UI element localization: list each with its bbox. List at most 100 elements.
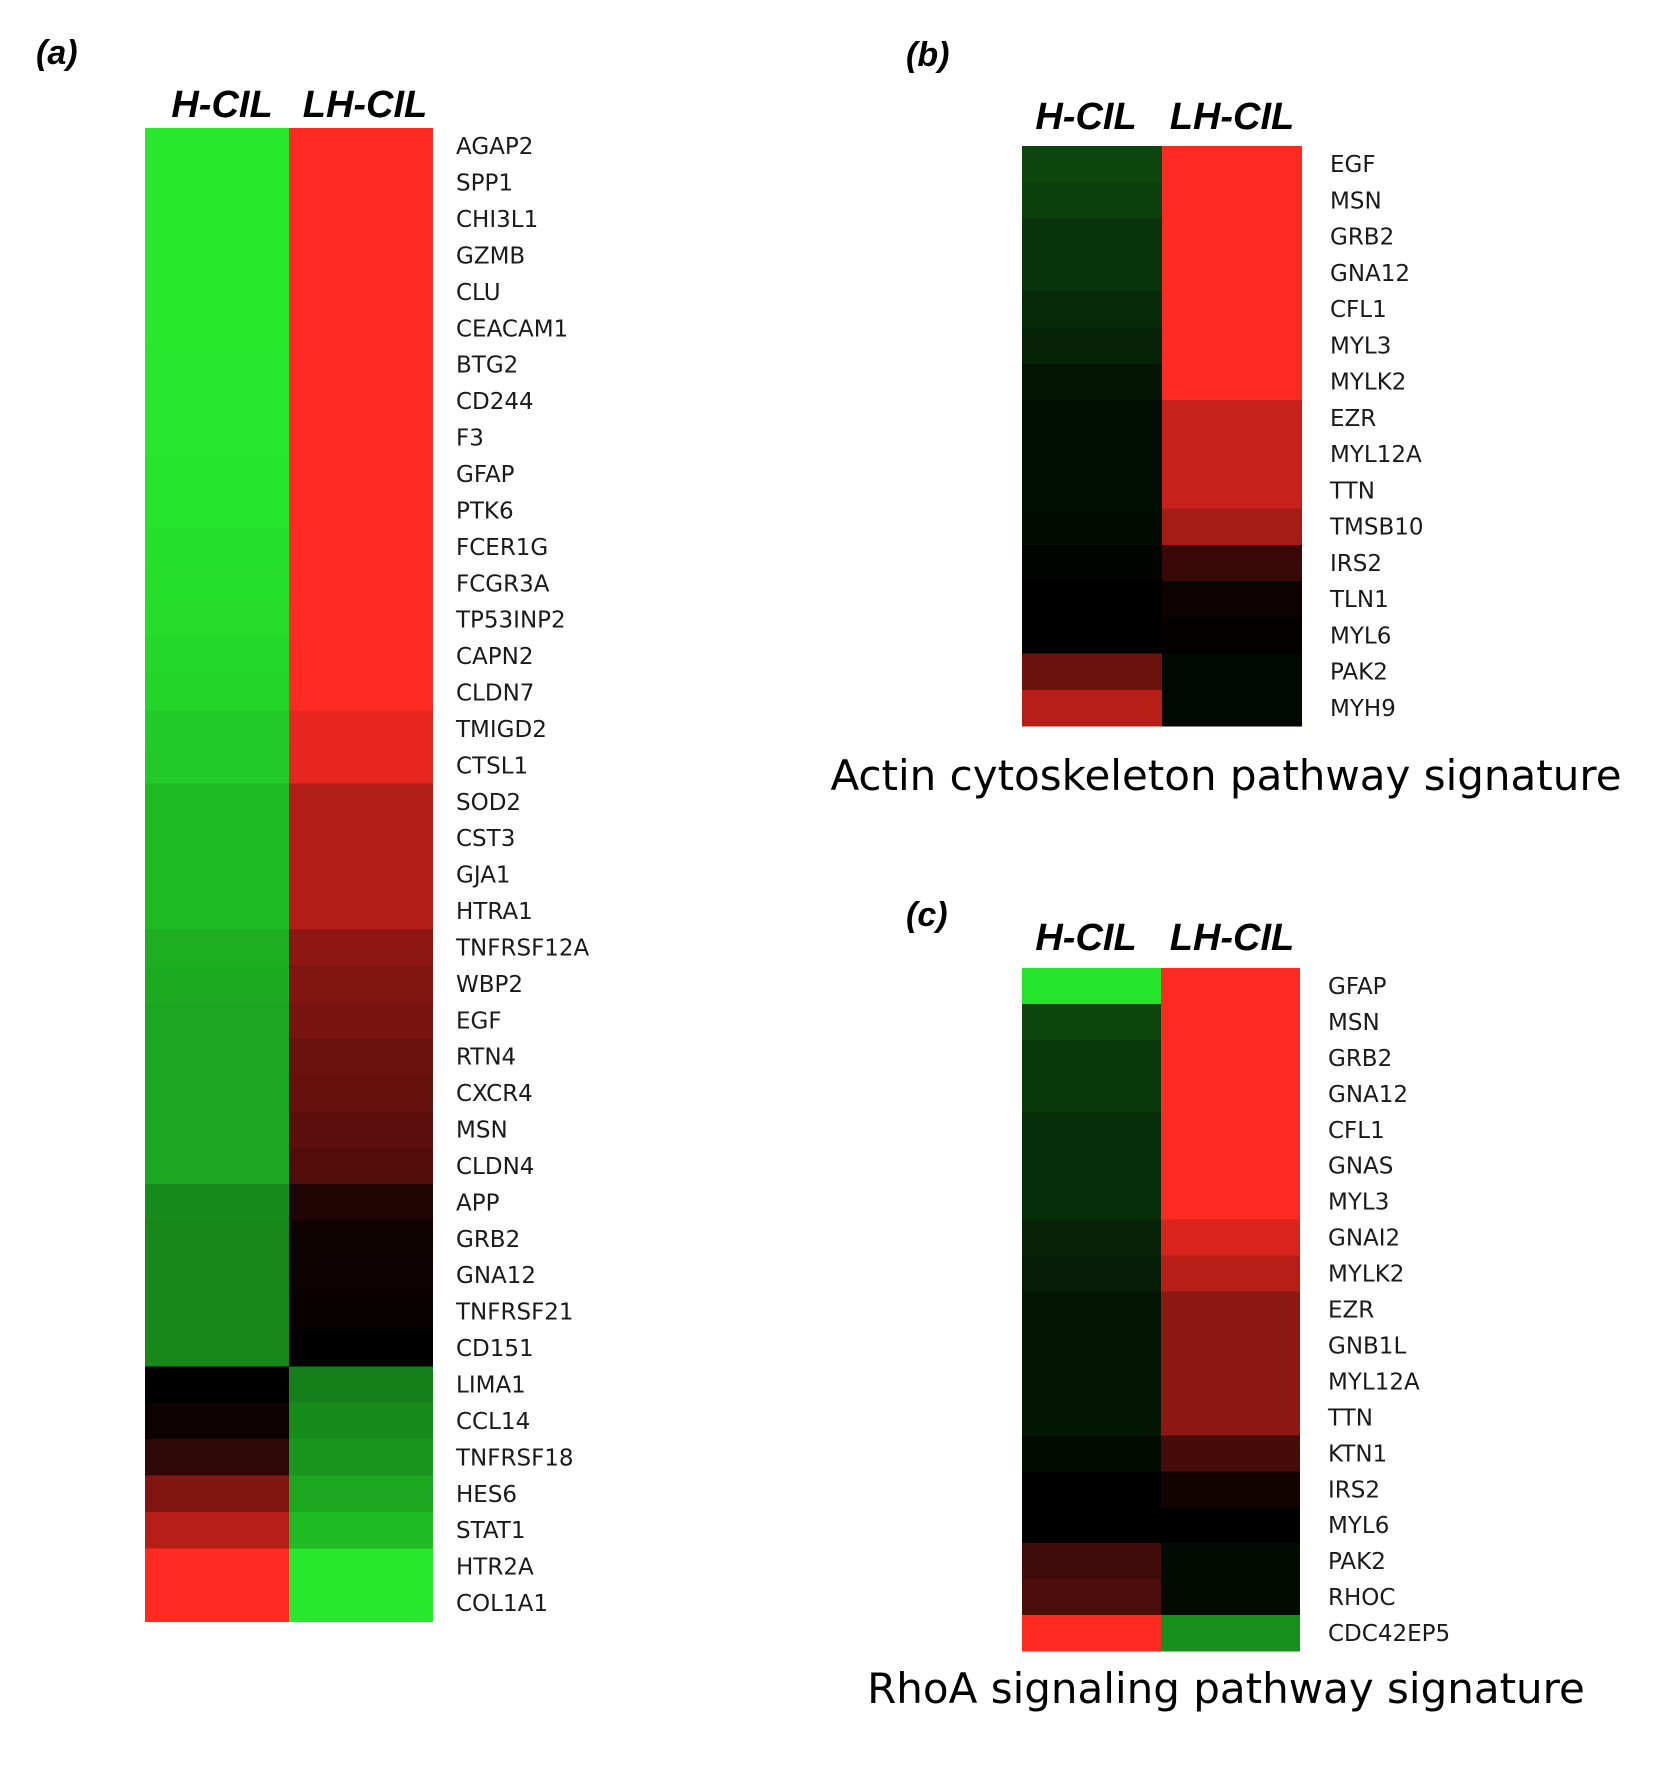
panel-c-gene-label: TTN <box>1327 1405 1373 1431</box>
panel-a-cell-gja1-h-cil <box>145 856 289 894</box>
panel-b-cell-ttn-h-cil <box>1022 472 1162 510</box>
panel-b-cell-pak2-h-cil <box>1022 653 1162 691</box>
panel-a-cell-gfap-h-cil <box>145 455 289 493</box>
panel-a-gene-label: RTN4 <box>456 1045 516 1071</box>
panel-b-cell-irs2-h-cil <box>1022 544 1162 582</box>
panel-b-gene-label: EZR <box>1330 406 1376 432</box>
panel-c-gene-label: RHOC <box>1328 1585 1395 1611</box>
panel-b-gene-label: GNA12 <box>1330 261 1410 287</box>
panel-c-gene-label: IRS2 <box>1328 1477 1380 1503</box>
panel-a-cell-htr2a-lh-cil <box>289 1548 433 1586</box>
panel-c-heatmap: (c) H-CIL LH-CIL GFAP MSN GRB2 GNA12 CFL1 GNA… <box>867 896 1585 1713</box>
panel-b-cell-grb2-h-cil <box>1022 218 1162 256</box>
panel-a-cell-htr2a-h-cil <box>145 1548 289 1586</box>
panel-a-cell-cldn7-lh-cil <box>289 674 433 712</box>
panel-a-gene-label: CHI3L1 <box>456 207 538 233</box>
panel-c-cell-gnas-lh-cil <box>1161 1147 1300 1185</box>
panel-c-cell-cdc42ep5-lh-cil <box>1161 1615 1300 1652</box>
panel-a-gene-label: GRB2 <box>456 1227 520 1253</box>
panel-b-gene-labels: EGF MSN GRB2 GNA12 CFL1 MYL3 MYLK2 EZR MYL12A TTN… <box>1329 152 1424 722</box>
panel-b-gene-label: TLN1 <box>1329 587 1389 613</box>
panel-b-cell-egf-h-cil <box>1022 146 1162 183</box>
panel-a-cell-wbp2-h-cil <box>145 965 289 1003</box>
panel-a-cell-ctsl1-h-cil <box>145 747 289 785</box>
panel-c-cell-msn-h-cil <box>1022 1003 1161 1041</box>
panel-b-cell-egf-lh-cil <box>1162 146 1302 183</box>
panel-a-gene-label: CXCR4 <box>456 1081 533 1107</box>
panel-c-gene-label: GNA12 <box>1328 1082 1408 1108</box>
panel-a-cells <box>145 128 433 1622</box>
panel-a-cell-clu-lh-cil <box>289 273 433 311</box>
panel-b-cell-myl6-lh-cil <box>1162 617 1302 655</box>
panel-a-gene-label: FCER1G <box>456 535 548 561</box>
panel-c-cell-msn-lh-cil <box>1161 1003 1300 1041</box>
panel-a-cell-htra1-lh-cil <box>289 892 433 930</box>
panel-b-cell-tmsb10-lh-cil <box>1162 508 1302 546</box>
panel-a-gene-label: TNFRSF21 <box>455 1300 574 1326</box>
panel-b-cell-tln1-h-cil <box>1022 581 1162 618</box>
panel-b-label: (b) <box>906 36 949 74</box>
panel-c-cell-grb2-h-cil <box>1022 1039 1161 1077</box>
panel-c-col-label-h-cil: H-CIL <box>1035 917 1136 959</box>
panel-a-cell-cldn4-h-cil <box>145 1147 289 1185</box>
panel-b-cell-gna12-lh-cil <box>1162 254 1302 292</box>
panel-c-gene-label: CFL1 <box>1328 1118 1385 1144</box>
panel-a-cell-cldn4-lh-cil <box>289 1147 433 1185</box>
panel-c-cell-pak2-lh-cil <box>1161 1543 1300 1580</box>
panel-c-cell-myl12a-lh-cil <box>1161 1363 1300 1400</box>
panel-b-cell-msn-h-cil <box>1022 182 1162 220</box>
panel-a-gene-label: TNFRSF18 <box>455 1445 574 1471</box>
panel-a-cell-sod2-lh-cil <box>289 783 433 821</box>
panel-a-cell-spp1-h-cil <box>145 164 289 202</box>
panel-a-cell-spp1-lh-cil <box>289 164 433 202</box>
panel-c-cell-ttn-h-cil <box>1022 1399 1161 1436</box>
panel-c-gene-label: MSN <box>1328 1010 1380 1036</box>
panel-a-gene-label: AGAP2 <box>456 134 533 160</box>
panel-c-cell-cdc42ep5-h-cil <box>1022 1615 1161 1652</box>
panel-a-col-label-lh-cil: LH-CIL <box>303 84 428 126</box>
panel-b-cell-tmsb10-h-cil <box>1022 508 1162 546</box>
panel-a-gene-label: CLDN4 <box>456 1154 534 1180</box>
panel-a-gene-label: EGF <box>456 1008 502 1034</box>
panel-a-cell-tnfrsf21-h-cil <box>145 1293 289 1331</box>
panel-a-gene-label: GJA1 <box>456 863 511 889</box>
panel-a-gene-label: MSN <box>456 1118 508 1144</box>
panel-a-cell-tmigd2-h-cil <box>145 710 289 748</box>
panel-b-cell-ttn-lh-cil <box>1162 472 1302 510</box>
panel-a-heatmap: (a) H-CIL LH-CIL AGAP2 SPP1 CHI3L1 GZMB CLU C… <box>36 34 590 1622</box>
panel-b-gene-label: MYL6 <box>1330 623 1391 649</box>
panel-a-gene-label: TNFRSF12A <box>455 935 590 961</box>
panel-b-gene-label: PAK2 <box>1330 660 1388 686</box>
panel-b-cell-myl3-h-cil <box>1022 327 1162 365</box>
panel-b-cell-ezr-lh-cil <box>1162 399 1302 437</box>
panel-a-cell-fcgr3a-lh-cil <box>289 565 433 603</box>
panel-c-cell-gnb1l-h-cil <box>1022 1327 1161 1365</box>
panel-c-gene-label: MYL12A <box>1328 1369 1420 1395</box>
panel-c-cell-ezr-h-cil <box>1022 1291 1161 1329</box>
panel-a-cell-lima1-lh-cil <box>289 1366 433 1404</box>
panel-b-gene-label: TTN <box>1329 478 1375 504</box>
panel-c-gene-label: GNAS <box>1328 1154 1393 1180</box>
panel-b-cell-cfl1-h-cil <box>1022 291 1162 328</box>
panel-b-cell-irs2-lh-cil <box>1162 544 1302 582</box>
panel-a-cell-gzmb-lh-cil <box>289 237 433 275</box>
panel-b-cell-msn-lh-cil <box>1162 182 1302 220</box>
panel-a-cell-lima1-h-cil <box>145 1366 289 1404</box>
panel-c-cell-pak2-h-cil <box>1022 1543 1161 1580</box>
panel-c-cell-gnai2-lh-cil <box>1161 1219 1300 1257</box>
panel-b-gene-label: EGF <box>1330 152 1376 178</box>
panel-a-gene-label: WBP2 <box>456 972 523 998</box>
panel-a-gene-label: CLDN7 <box>456 681 534 707</box>
panel-a-label: (a) <box>36 34 78 72</box>
panel-a-cell-ccl14-h-cil <box>145 1402 289 1440</box>
panel-b-cell-myl12a-h-cil <box>1022 436 1162 473</box>
panel-a-cell-ctsl1-lh-cil <box>289 747 433 785</box>
panel-a-gene-label: F3 <box>456 426 484 452</box>
panel-a-cell-cst3-h-cil <box>145 819 289 857</box>
panel-b-gene-label: MYL3 <box>1330 333 1391 359</box>
panel-c-gene-label: MYL6 <box>1328 1513 1389 1539</box>
panel-b-gene-label: MYL12A <box>1330 442 1422 468</box>
panel-a-gene-label: GNA12 <box>456 1263 536 1289</box>
panel-a-cell-gna12-lh-cil <box>289 1257 433 1295</box>
